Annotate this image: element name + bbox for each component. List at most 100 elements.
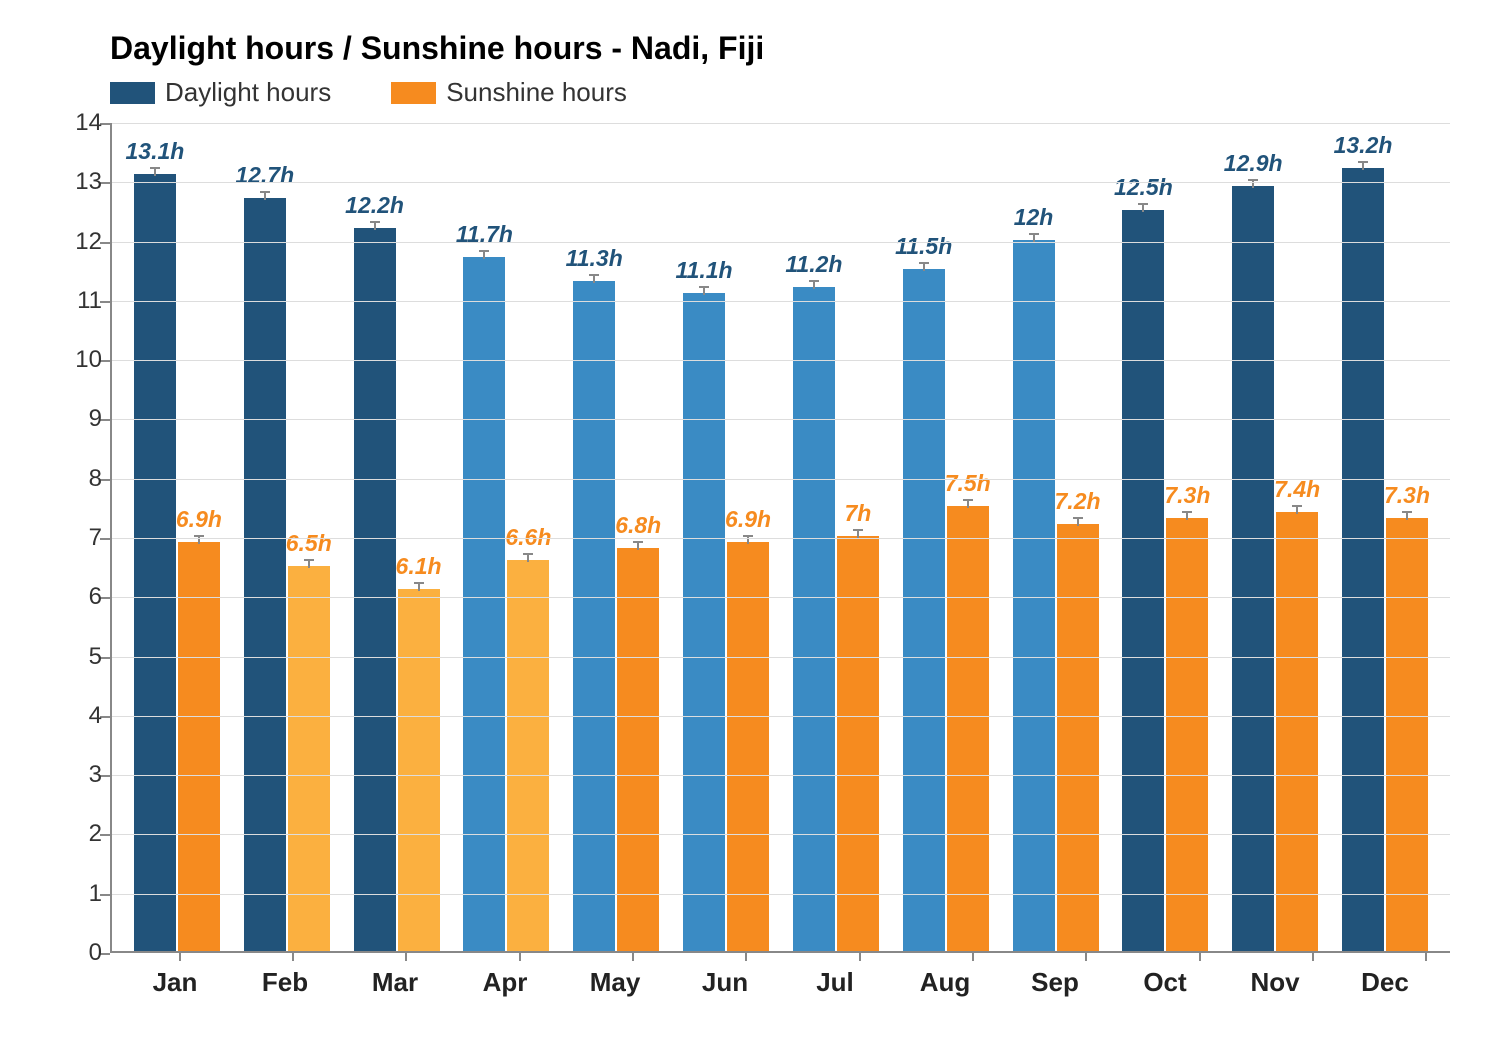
gridline (112, 301, 1450, 302)
x-tick (179, 951, 181, 961)
x-tick (292, 951, 294, 961)
gridline (112, 242, 1450, 243)
legend-swatch-sunshine (391, 82, 436, 104)
daylight-value-label: 12h (1014, 204, 1054, 231)
month-group: 11.3h6.8h (561, 281, 671, 951)
x-axis-label: Sep (1000, 967, 1110, 998)
daylight-bar: 12.5h (1122, 210, 1164, 951)
gridline (112, 894, 1450, 895)
month-group: 12.7h6.5h (232, 198, 342, 951)
x-axis-label: Jun (670, 967, 780, 998)
sunshine-value-label: 7.3h (1164, 482, 1210, 509)
gridline (112, 775, 1450, 776)
gridline (112, 716, 1450, 717)
error-cap (813, 281, 815, 289)
y-axis-label: 14 (62, 109, 102, 137)
x-axis-label: Nov (1220, 967, 1330, 998)
y-axis-label: 3 (62, 761, 102, 789)
y-axis-label: 13 (62, 168, 102, 196)
error-cap (1362, 162, 1364, 170)
daylight-bar: 11.3h (573, 281, 615, 951)
daylight-value-label: 11.7h (456, 221, 513, 248)
y-axis-label: 0 (62, 939, 102, 967)
error-cap (264, 192, 266, 200)
sunshine-bar: 7.4h (1276, 512, 1318, 951)
sunshine-value-label: 6.1h (396, 553, 442, 580)
sunshine-value-label: 7.5h (945, 470, 991, 497)
error-cap (1142, 204, 1144, 212)
month-group: 12.2h6.1h (342, 228, 452, 951)
x-axis-label: Dec (1330, 967, 1440, 998)
error-cap (483, 251, 485, 259)
sunshine-bar: 6.9h (178, 542, 220, 951)
error-cap (527, 554, 529, 562)
x-axis-labels: JanFebMarAprMayJunJulAugSepOctNovDec (110, 967, 1450, 998)
daylight-value-label: 13.2h (1334, 132, 1393, 159)
legend: Daylight hours Sunshine hours (110, 77, 1480, 108)
daylight-value-label: 12.2h (345, 192, 404, 219)
x-tick (519, 951, 521, 961)
legend-item-daylight: Daylight hours (110, 77, 331, 108)
legend-label-sunshine: Sunshine hours (446, 77, 627, 108)
error-cap (154, 168, 156, 176)
x-axis-label: Oct (1110, 967, 1220, 998)
gridline (112, 419, 1450, 420)
error-cap (593, 275, 595, 283)
error-cap (1033, 234, 1035, 242)
sunshine-value-label: 7h (844, 500, 871, 527)
x-tick (1085, 951, 1087, 961)
x-axis-label: Jan (120, 967, 230, 998)
y-axis-label: 12 (62, 228, 102, 256)
sunshine-bar: 7.2h (1057, 524, 1099, 951)
gridline (112, 182, 1450, 183)
error-cap (1077, 518, 1079, 526)
gridline (112, 834, 1450, 835)
month-group: 12.5h7.3h (1110, 210, 1220, 951)
x-tick (859, 951, 861, 961)
plot-area: 13.1h6.9h12.7h6.5h12.2h6.1h11.7h6.6h11.3… (110, 123, 1450, 953)
daylight-bar: 12h (1013, 240, 1055, 951)
gridline (112, 123, 1450, 124)
error-cap (308, 560, 310, 568)
x-tick (972, 951, 974, 961)
y-axis-label: 10 (62, 346, 102, 374)
sunshine-bar: 7.3h (1386, 518, 1428, 951)
x-axis-label: Apr (450, 967, 560, 998)
sunshine-bar: 7.5h (947, 506, 989, 951)
x-axis-label: Feb (230, 967, 340, 998)
error-cap (374, 222, 376, 230)
error-cap (857, 530, 859, 538)
sunshine-value-label: 6.5h (286, 530, 332, 557)
daylight-value-label: 12.9h (1224, 150, 1283, 177)
sunshine-bar: 6.8h (617, 548, 659, 951)
daylight-value-label: 11.3h (566, 245, 623, 272)
chart-container: Daylight hours / Sunshine hours - Nadi, … (0, 0, 1500, 1050)
error-cap (1186, 512, 1188, 520)
x-tick (1199, 951, 1201, 961)
month-group: 11.1h6.9h (671, 293, 781, 951)
month-group: 12h7.2h (1001, 240, 1111, 951)
sunshine-bar: 7.3h (1166, 518, 1208, 951)
x-axis-label: Mar (340, 967, 450, 998)
daylight-value-label: 11.2h (785, 251, 842, 278)
x-tick (745, 951, 747, 961)
daylight-bar: 11.2h (793, 287, 835, 951)
sunshine-value-label: 7.2h (1055, 488, 1101, 515)
gridline (112, 360, 1450, 361)
sunshine-value-label: 6.9h (725, 506, 771, 533)
daylight-bar: 12.7h (244, 198, 286, 951)
y-axis-label: 7 (62, 524, 102, 552)
sunshine-value-label: 6.8h (615, 512, 661, 539)
sunshine-value-label: 7.3h (1384, 482, 1430, 509)
sunshine-bar: 6.1h (398, 589, 440, 951)
legend-item-sunshine: Sunshine hours (391, 77, 627, 108)
gridline (112, 538, 1450, 539)
x-axis-label: Aug (890, 967, 1000, 998)
month-group: 11.5h7.5h (891, 269, 1001, 951)
gridline (112, 597, 1450, 598)
chart-title: Daylight hours / Sunshine hours - Nadi, … (110, 30, 1480, 67)
y-axis-label: 2 (62, 820, 102, 848)
y-axis-label: 8 (62, 465, 102, 493)
x-axis-label: May (560, 967, 670, 998)
daylight-value-label: 11.1h (675, 257, 732, 284)
